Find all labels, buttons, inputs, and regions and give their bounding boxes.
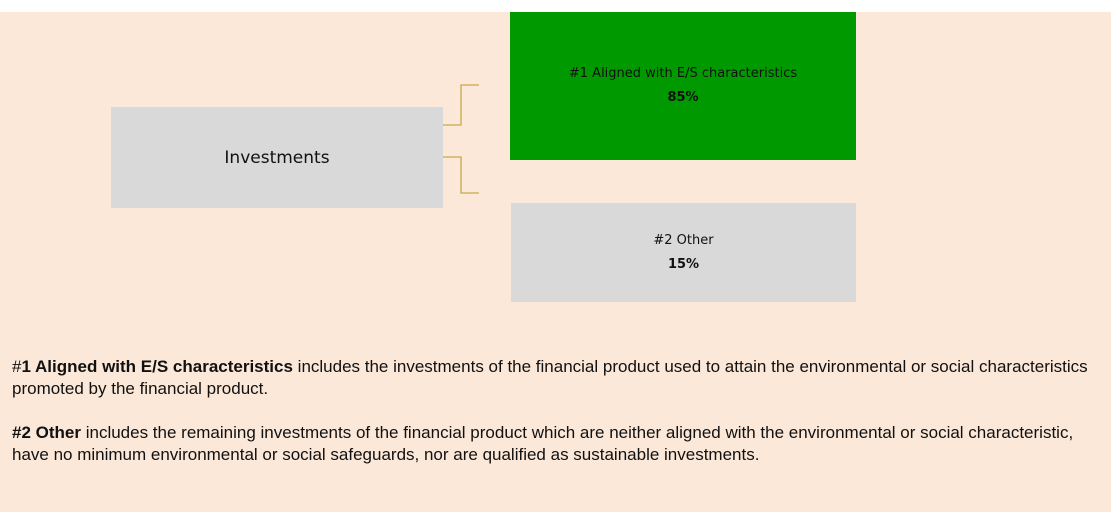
node-share: 15% — [667, 256, 700, 272]
bold-text: 1 Aligned with E/S characteristics — [21, 357, 293, 376]
node-other: #2 Other 15% — [511, 203, 856, 302]
node-aligned: #1 Aligned with E/S characteristics 85% — [510, 12, 856, 160]
bracket-bottom — [443, 156, 479, 194]
paragraph: #1 Aligned with E/S characteristics incl… — [12, 356, 1102, 400]
node-label: Investments — [224, 147, 330, 168]
text: # — [12, 357, 22, 376]
bracket-top — [443, 84, 479, 126]
text: includes the remaining investments of th… — [12, 423, 1074, 464]
bold-text: #2 Other — [12, 423, 81, 442]
connectors — [443, 84, 479, 194]
paragraph: #2 Other includes the remaining investme… — [12, 422, 1102, 466]
text: includes the investments of the financia… — [12, 357, 1088, 398]
node-label: #2 Other — [653, 232, 714, 248]
node-investments: Investments — [111, 107, 443, 208]
node-share: 85% — [667, 90, 699, 105]
node-label: #1 Aligned with E/S characteristics — [568, 66, 798, 81]
